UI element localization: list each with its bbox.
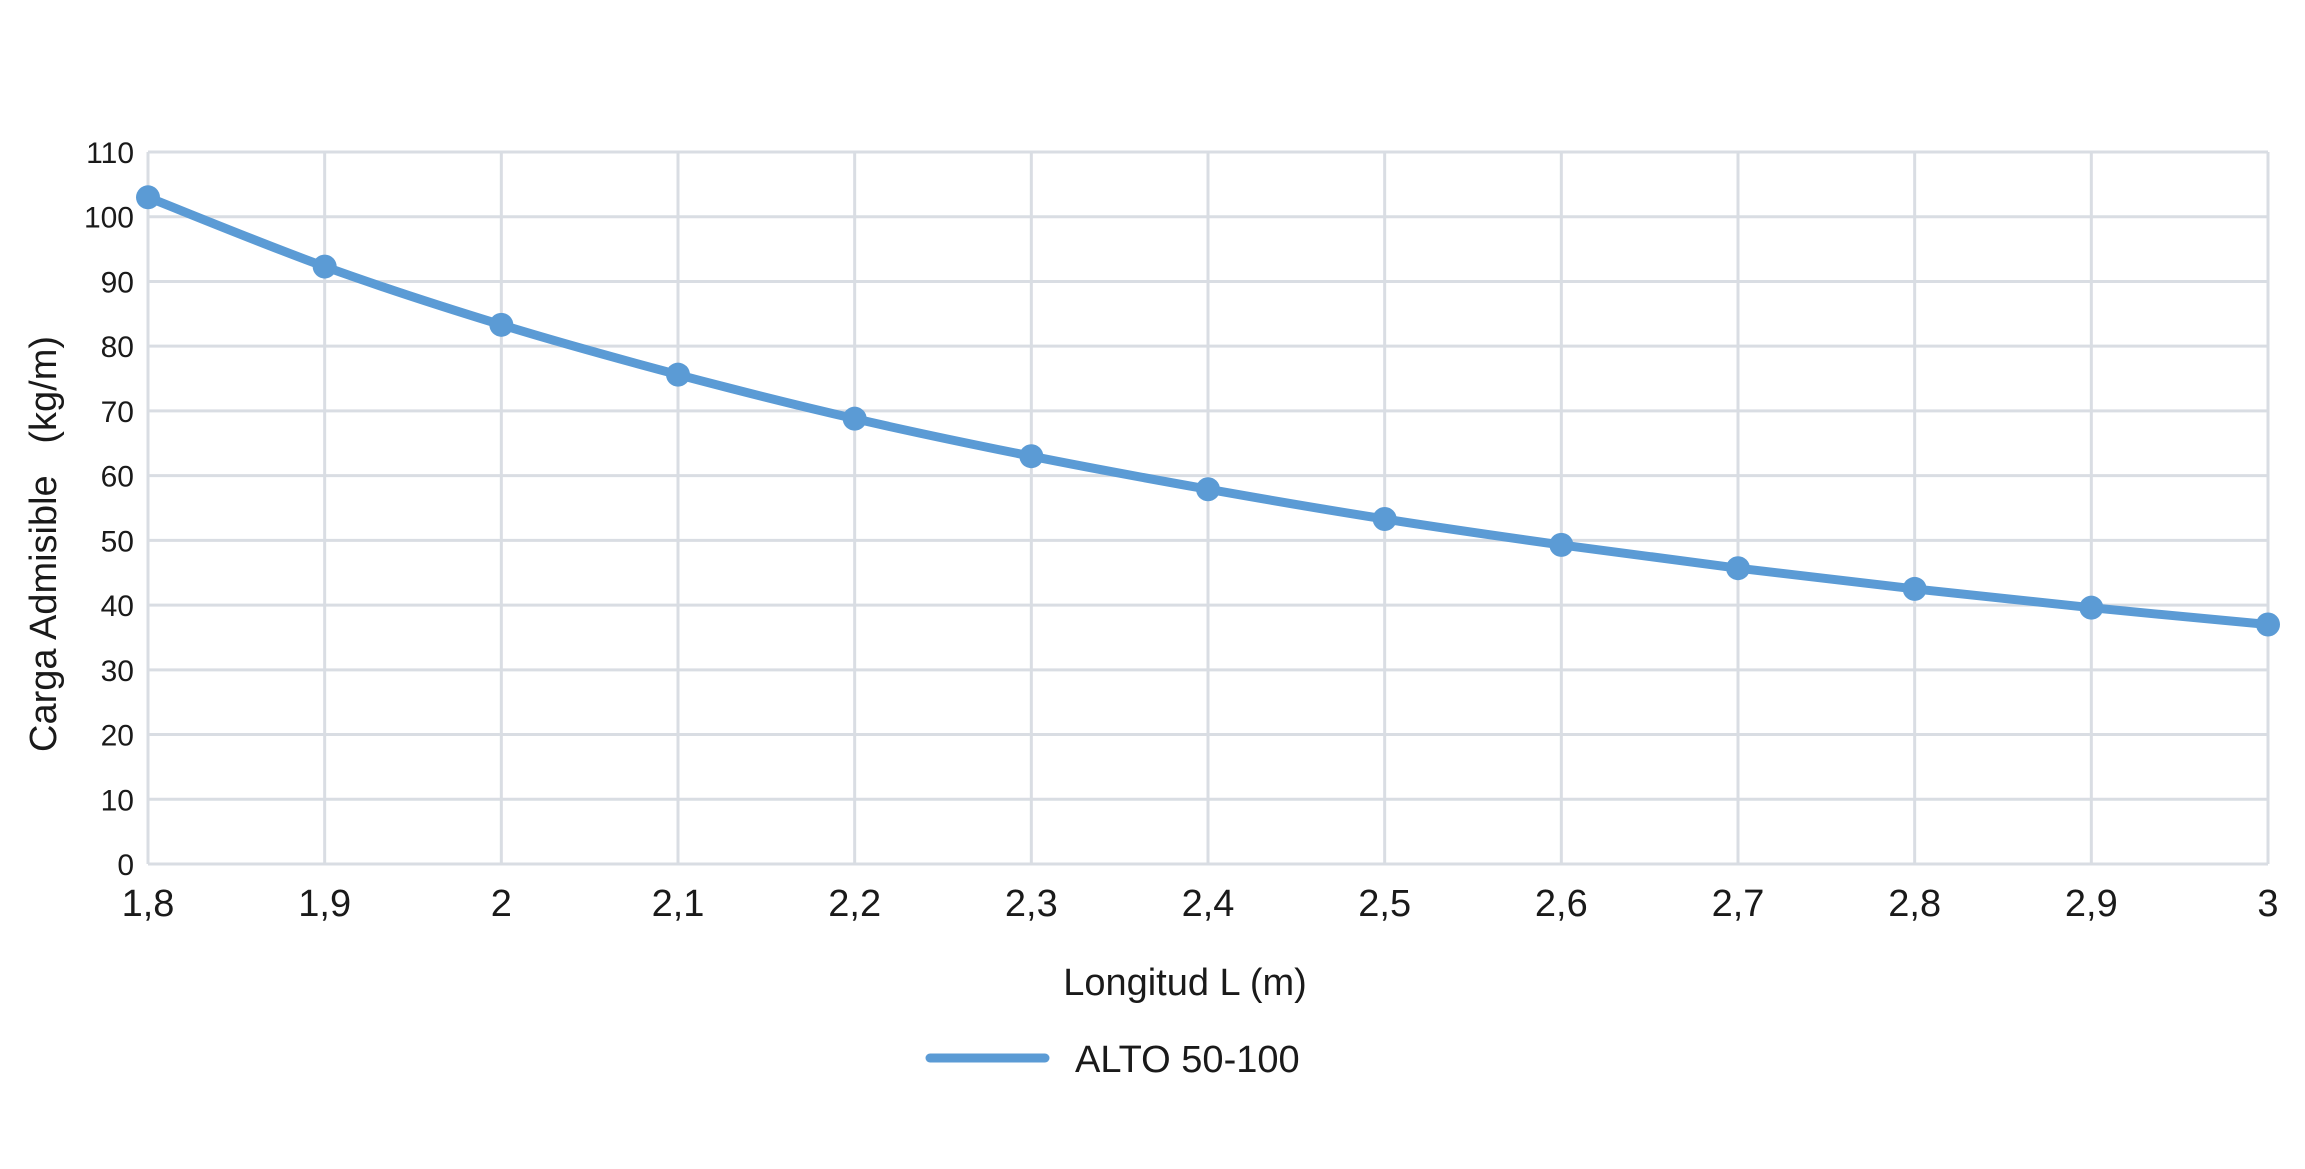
- x-tick-label: 2,3: [1005, 883, 1058, 925]
- data-point: [312, 254, 337, 279]
- y-tick-label: 60: [101, 461, 134, 494]
- y-tick-label: 0: [117, 849, 134, 882]
- y-tick-label: 80: [101, 331, 134, 364]
- y-tick-label: 50: [101, 525, 134, 558]
- data-point: [1549, 532, 1574, 557]
- y-tick-label: 90: [101, 266, 134, 299]
- x-tick-label: 2,4: [1182, 883, 1235, 925]
- x-tick-label: 1,8: [122, 883, 175, 925]
- x-tick-label: 2,6: [1535, 883, 1588, 925]
- x-tick-label: 2,8: [1888, 883, 1941, 925]
- legend: ALTO 50-100: [925, 1039, 1300, 1081]
- x-axis-ticks: 1,8 1,9 2 2,1 2,2 2,3 2,4 2,5 2,6 2,7 2,8 2,9 3: [122, 883, 2279, 925]
- data-point: [666, 362, 690, 387]
- x-tick-label: 2: [491, 883, 512, 925]
- data-point: [2256, 612, 2280, 637]
- x-tick-label: 2,5: [1358, 883, 1411, 925]
- data-point: [1726, 556, 1750, 581]
- y-axis-title: Carga Admisible (kg/m): [23, 336, 65, 752]
- x-tick-label: 1,9: [298, 883, 351, 925]
- y-axis-ticks: 0 10 20 30 40 50 60 70 80 90 100 110: [84, 137, 134, 882]
- y-tick-label: 110: [86, 137, 134, 170]
- x-axis-title: Longitud L (m): [1063, 962, 1307, 1004]
- data-point: [1372, 507, 1397, 532]
- y-tick-label: 40: [101, 590, 134, 623]
- y-tick-label: 10: [101, 784, 134, 817]
- data-point: [136, 185, 160, 210]
- y-tick-label: 100: [84, 202, 134, 235]
- data-point: [1196, 477, 1220, 502]
- data-point: [2079, 595, 2104, 620]
- y-tick-label: 20: [101, 720, 134, 753]
- y-tick-label: 70: [101, 396, 134, 429]
- data-point: [842, 406, 867, 431]
- grid: [146, 150, 2270, 866]
- x-tick-label: 3: [2257, 883, 2278, 925]
- x-tick-label: 2,9: [2065, 883, 2118, 925]
- data-point: [1019, 444, 1044, 469]
- legend-label: ALTO 50-100: [1075, 1039, 1300, 1081]
- data-point: [489, 312, 514, 337]
- x-tick-label: 2,7: [1712, 883, 1765, 925]
- x-tick-label: 2,1: [652, 883, 705, 925]
- y-tick-label: 30: [101, 655, 134, 688]
- x-tick-label: 2,2: [828, 883, 881, 925]
- data-point: [1902, 576, 1927, 601]
- series-layer: [136, 185, 2280, 637]
